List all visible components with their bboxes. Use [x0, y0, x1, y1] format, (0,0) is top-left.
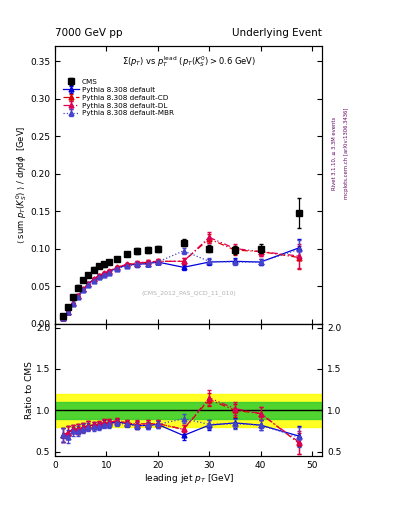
Y-axis label: Ratio to CMS: Ratio to CMS [26, 360, 35, 418]
Text: Rivet 3.1.10, ≥ 3.3M events: Rivet 3.1.10, ≥ 3.3M events [332, 117, 337, 190]
Bar [55, 402, 322, 418]
X-axis label: leading jet $p_T$ [GeV]: leading jet $p_T$ [GeV] [143, 472, 234, 485]
Legend: CMS, Pythia 8.308 default, Pythia 8.308 default-CD, Pythia 8.308 default-DL, Pyt: CMS, Pythia 8.308 default, Pythia 8.308 … [61, 77, 175, 118]
Text: $\Sigma(p_T)$ vs $p_T^{\rm lead}$ ($p_T(K_S^0)>0.6$ GeV): $\Sigma(p_T)$ vs $p_T^{\rm lead}$ ($p_T(… [121, 54, 256, 69]
Text: Underlying Event: Underlying Event [232, 28, 322, 38]
Text: mcplots.cern.ch [arXiv:1306.3436]: mcplots.cern.ch [arXiv:1306.3436] [344, 108, 349, 199]
Bar [55, 394, 322, 427]
Y-axis label: $\langle$ sum $p_T(K_S^0)$ $\rangle$ / d$\eta$d$\phi$  [GeV]: $\langle$ sum $p_T(K_S^0)$ $\rangle$ / d… [14, 125, 29, 244]
Text: 7000 GeV pp: 7000 GeV pp [55, 28, 123, 38]
Text: (CMS_2012_PAS_QCD_11_010): (CMS_2012_PAS_QCD_11_010) [141, 290, 236, 296]
